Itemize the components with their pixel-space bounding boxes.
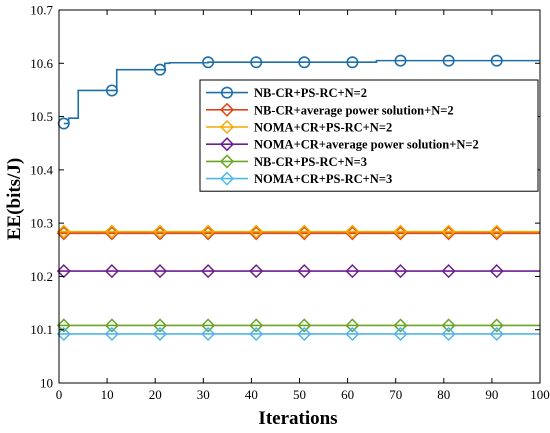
x-tick-label: 30 — [197, 387, 210, 402]
legend-label-3: NOMA+CR+PS-RC+N=2 — [254, 121, 392, 135]
series-6-marker — [152, 326, 168, 342]
y-tick-label: 10.1 — [30, 322, 53, 337]
series-3-marker — [152, 224, 168, 239]
legend-box — [199, 79, 539, 192]
series-1-marker — [250, 56, 263, 69]
series-4-marker — [441, 264, 456, 279]
series-6-marker — [56, 326, 71, 342]
y-tick-label: 10.3 — [30, 216, 53, 231]
series-4-marker — [201, 264, 216, 279]
x-tick-label: 50 — [293, 387, 306, 402]
series-3-marker — [297, 224, 312, 239]
series-line-1 — [63, 59, 540, 125]
series-3-marker — [393, 224, 408, 239]
x-tick-label: 10 — [101, 387, 114, 402]
legend-label-2: NB-CR+average power solution+N=2 — [254, 103, 454, 117]
y-tick-label: 10.5 — [30, 109, 53, 124]
legend-marker-4 — [219, 137, 235, 152]
series-6-marker — [297, 326, 312, 342]
x-tick-label: 80 — [437, 387, 450, 402]
series-6-marker — [345, 326, 360, 342]
x-tick-label: 100 — [530, 387, 550, 402]
series-5-marker — [393, 318, 408, 333]
series-6-marker — [489, 326, 504, 342]
series-6-marker — [249, 326, 264, 342]
series-4-marker — [297, 264, 312, 279]
legend-marker-6 — [219, 171, 235, 186]
legend-marker-5 — [219, 154, 235, 169]
series-5-marker — [345, 318, 360, 333]
series-1-marker — [105, 84, 118, 97]
plot-area — [56, 54, 540, 342]
series-1-marker — [394, 54, 407, 67]
series-3-marker — [441, 224, 456, 239]
y-tick-label: 10.7 — [30, 3, 53, 18]
legend-marker-1 — [221, 86, 234, 99]
series-3-marker — [104, 224, 119, 239]
series-3-marker — [201, 224, 216, 239]
series-6-marker — [393, 326, 408, 342]
series-5-marker — [56, 318, 71, 333]
series-4-marker — [345, 264, 360, 279]
series-5-marker — [201, 318, 216, 333]
series-3-marker — [489, 224, 504, 239]
series-5-marker — [441, 318, 456, 333]
series-3-marker — [56, 224, 71, 239]
x-axis-title: Iterations — [258, 408, 337, 429]
legend-label-4: NOMA+CR+average power solution+N=2 — [254, 138, 479, 152]
series-4-marker — [393, 264, 408, 279]
series-6-marker — [104, 326, 119, 342]
series-5-marker — [152, 318, 168, 333]
series-5-marker — [297, 318, 312, 333]
series-4-marker — [152, 264, 168, 279]
legend-label-5: NB-CR+PS-RC+N=3 — [254, 155, 367, 169]
series-4-marker — [249, 264, 264, 279]
series-5-marker — [104, 318, 119, 333]
series-4-marker — [489, 264, 504, 279]
series-1-marker — [154, 63, 167, 76]
legend: NB-CR+PS-RC+N=2 NB-CR+average power solut… — [199, 79, 539, 192]
series-1-marker — [490, 54, 503, 67]
series-1-marker — [202, 56, 215, 69]
x-tick-label: 60 — [341, 387, 354, 402]
y-tick-label: 10.6 — [30, 56, 53, 71]
series-1-marker — [442, 54, 455, 67]
legend-label-1: NB-CR+PS-RC+N=2 — [254, 86, 367, 100]
y-tick-label: 10.4 — [30, 162, 53, 177]
x-tick-label: 0 — [56, 387, 63, 402]
y-axis-title: EE(bits/J) — [4, 158, 25, 240]
x-tick-label: 70 — [389, 387, 402, 402]
y-tick-label: 10 — [40, 376, 53, 391]
x-tick-label: 90 — [485, 387, 498, 402]
x-tick-label: 40 — [245, 387, 258, 402]
series-5-marker — [249, 318, 264, 333]
legend-marker-3 — [219, 119, 235, 135]
series-5-marker — [489, 318, 504, 333]
x-tick-label: 20 — [149, 387, 162, 402]
legend-label-6: NOMA+CR+PS-RC+N=3 — [254, 172, 392, 186]
series-1-marker — [298, 56, 311, 69]
axes: 0 10 20 30 40 50 60 70 80 90 1001010.110.210.310.4… — [30, 3, 550, 403]
y-tick-label: 10.2 — [30, 269, 53, 284]
series-6-marker — [441, 326, 456, 342]
series-1-marker — [346, 56, 359, 69]
series-6-marker — [201, 326, 216, 342]
legend-marker-2 — [219, 102, 235, 117]
series-3-marker — [249, 224, 264, 239]
series-4-marker — [56, 264, 71, 279]
series-4-marker — [104, 264, 119, 279]
series-3-marker — [345, 224, 360, 239]
